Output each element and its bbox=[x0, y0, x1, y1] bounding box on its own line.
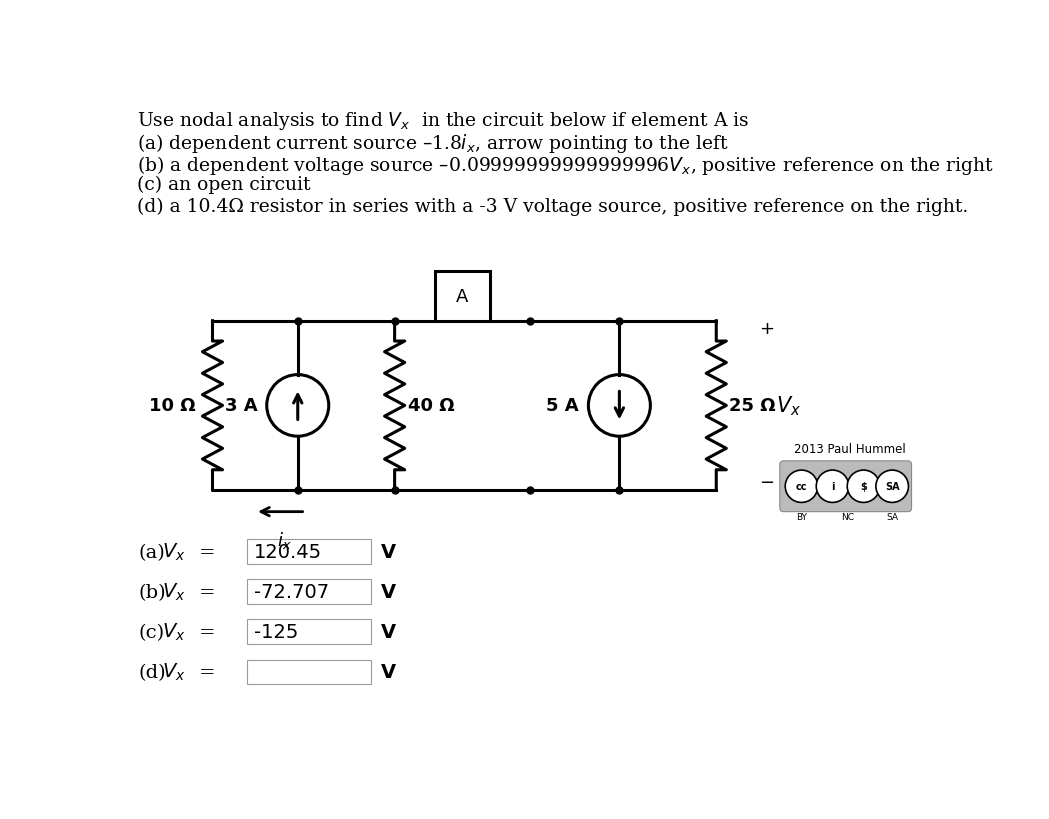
Text: 3 A: 3 A bbox=[224, 397, 257, 415]
Text: -125: -125 bbox=[254, 622, 298, 641]
Text: +: + bbox=[758, 320, 774, 338]
Text: BY: BY bbox=[796, 512, 807, 521]
Text: 120.45: 120.45 bbox=[254, 542, 322, 562]
Text: SA: SA bbox=[885, 482, 899, 491]
Text: cc: cc bbox=[796, 482, 808, 491]
Text: $V_x$: $V_x$ bbox=[163, 622, 186, 643]
Text: SA: SA bbox=[886, 512, 898, 521]
Text: =: = bbox=[199, 583, 216, 601]
Bar bbox=[248, 540, 371, 564]
Text: Use nodal analysis to find $V_x$  in the circuit below if element A is: Use nodal analysis to find $V_x$ in the … bbox=[137, 110, 750, 132]
Text: V: V bbox=[381, 663, 395, 681]
Text: 40 Ω: 40 Ω bbox=[408, 397, 454, 415]
FancyBboxPatch shape bbox=[779, 461, 912, 512]
Text: -72.707: -72.707 bbox=[254, 582, 328, 601]
Text: =: = bbox=[199, 663, 216, 681]
Text: (b): (b) bbox=[138, 583, 167, 601]
Text: 10 Ω: 10 Ω bbox=[149, 397, 195, 415]
Text: (b) a dependent voltage source –0.09999999999999996$V_x$, positive reference on : (b) a dependent voltage source –0.099999… bbox=[137, 154, 994, 177]
Text: $V_x$: $V_x$ bbox=[163, 541, 186, 563]
Text: (d): (d) bbox=[138, 663, 167, 681]
Text: −: − bbox=[758, 474, 774, 491]
Text: $V_x$: $V_x$ bbox=[776, 394, 801, 418]
Text: (c) an open circuit: (c) an open circuit bbox=[137, 175, 311, 194]
Bar bbox=[248, 620, 371, 645]
Text: =: = bbox=[199, 623, 216, 641]
Text: =: = bbox=[199, 543, 216, 561]
Text: NC: NC bbox=[841, 512, 855, 521]
Text: i: i bbox=[831, 482, 834, 491]
Text: 2013 Paul Hummel: 2013 Paul Hummel bbox=[794, 443, 905, 456]
Circle shape bbox=[816, 470, 849, 503]
Bar bbox=[435, 271, 490, 321]
Text: (a) dependent current source –1.8$i_x$, arrow pointing to the left: (a) dependent current source –1.8$i_x$, … bbox=[137, 132, 729, 155]
Text: $V_x$: $V_x$ bbox=[163, 662, 186, 683]
Text: V: V bbox=[381, 582, 395, 601]
Text: (a): (a) bbox=[138, 543, 166, 561]
Text: 25 Ω: 25 Ω bbox=[729, 397, 776, 415]
Text: V: V bbox=[381, 622, 395, 641]
Circle shape bbox=[848, 470, 880, 503]
Text: 5 A: 5 A bbox=[547, 397, 579, 415]
Bar bbox=[248, 580, 371, 604]
Text: A: A bbox=[456, 287, 469, 305]
Text: $i_x$: $i_x$ bbox=[277, 529, 292, 550]
Bar bbox=[248, 659, 371, 685]
Text: (d) a 10.4Ω resistor in series with a -3 V voltage source, positive reference on: (d) a 10.4Ω resistor in series with a -3… bbox=[137, 197, 968, 215]
Text: $V_x$: $V_x$ bbox=[163, 581, 186, 603]
Text: V: V bbox=[381, 542, 395, 562]
Circle shape bbox=[786, 470, 818, 503]
Text: (c): (c) bbox=[138, 623, 165, 641]
Text: $: $ bbox=[860, 482, 866, 491]
Circle shape bbox=[876, 470, 908, 503]
